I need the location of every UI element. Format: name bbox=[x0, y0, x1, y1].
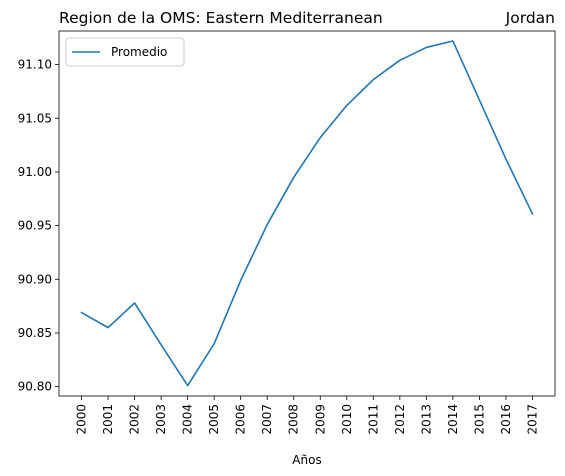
x-tick-label: 2003 bbox=[154, 404, 168, 435]
x-tick-label: 2004 bbox=[181, 404, 195, 435]
x-tick-label: 2007 bbox=[260, 404, 274, 435]
x-tick-label: 2017 bbox=[525, 404, 539, 435]
x-axis: 2000 2001 2002 2003 2004 2005 2006 2007 2008 2009… bbox=[75, 396, 539, 435]
y-tick-label: 91.05 bbox=[18, 111, 52, 125]
x-tick-label: 2012 bbox=[393, 404, 407, 435]
legend-label-promedio: Promedio bbox=[111, 45, 167, 59]
x-tick-label: 2001 bbox=[101, 404, 115, 435]
x-tick-label: 2016 bbox=[499, 404, 513, 435]
x-tick-label: 2005 bbox=[207, 404, 221, 435]
chart-title: Region de la OMS: Eastern Mediterranean bbox=[59, 9, 383, 27]
x-tick-label: 2009 bbox=[313, 404, 327, 435]
chart-subtitle-country: Jordan bbox=[505, 9, 555, 27]
y-tick-label: 90.80 bbox=[18, 380, 52, 394]
x-tick-label: 2008 bbox=[287, 404, 301, 435]
y-tick-label: 91.10 bbox=[18, 58, 52, 72]
plot-frame bbox=[58, 30, 556, 397]
x-tick-label: 2006 bbox=[234, 404, 248, 435]
y-tick-label: 90.95 bbox=[18, 219, 52, 233]
x-tick-label: 2010 bbox=[340, 404, 354, 435]
x-tick-label: 2000 bbox=[75, 404, 89, 435]
x-tick-label: 2013 bbox=[419, 404, 433, 435]
legend: Promedio bbox=[65, 37, 185, 67]
x-tick-label: 2002 bbox=[128, 404, 142, 435]
x-axis-label: Años bbox=[292, 453, 321, 467]
y-tick-label: 90.90 bbox=[18, 272, 52, 286]
legend-box bbox=[65, 37, 185, 67]
y-tick-label: 90.85 bbox=[18, 326, 52, 340]
x-tick-label: 2011 bbox=[366, 404, 380, 435]
y-tick-label: 91.00 bbox=[18, 165, 52, 179]
plot-area bbox=[80, 40, 534, 387]
series-line-promedio bbox=[80, 40, 534, 387]
y-axis: 90.80 90.85 90.90 90.95 91.00 91.05 91.10 bbox=[18, 58, 59, 394]
x-tick-label: 2014 bbox=[446, 404, 460, 435]
x-tick-label: 2015 bbox=[472, 404, 486, 435]
